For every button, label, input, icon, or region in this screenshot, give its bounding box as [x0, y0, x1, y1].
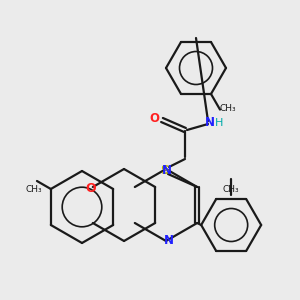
Text: CH₃: CH₃ [26, 185, 42, 194]
Text: S: S [160, 164, 169, 176]
Text: H: H [215, 118, 223, 128]
Text: CH₃: CH₃ [223, 185, 239, 194]
Text: CH₃: CH₃ [220, 104, 236, 113]
Text: N: N [164, 233, 174, 247]
Text: N: N [205, 116, 215, 128]
Text: O: O [149, 112, 159, 125]
Text: O: O [85, 182, 96, 194]
Text: N: N [162, 164, 172, 176]
